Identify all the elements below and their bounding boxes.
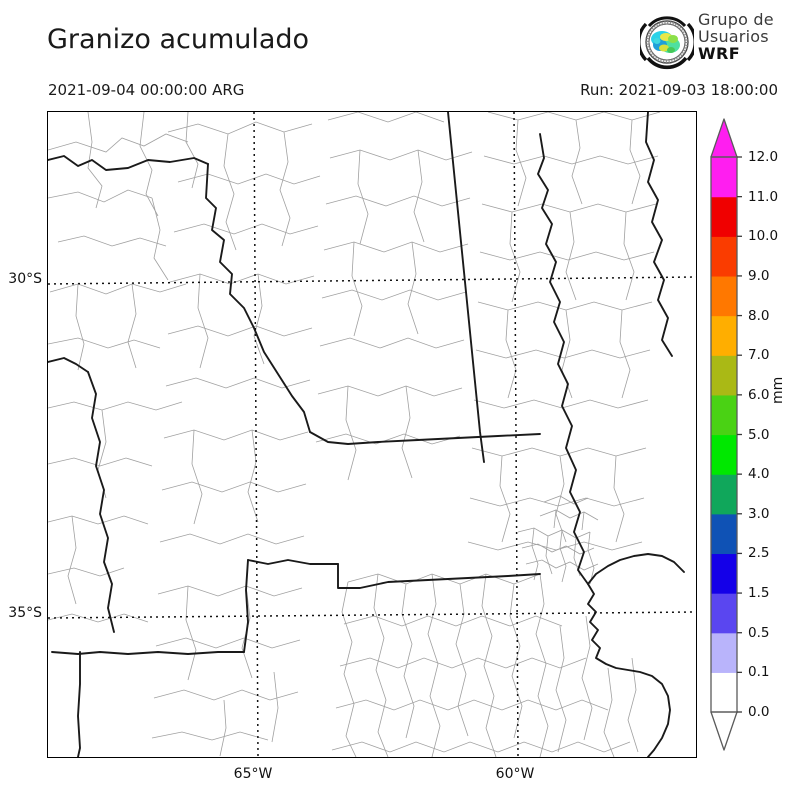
colorbar-tick-label: 2.5 xyxy=(748,545,770,562)
run-time-label: Run: 2021-09-03 18:00:00 xyxy=(580,81,778,99)
valid-time-label: 2021-09-04 00:00:00 ARG xyxy=(48,81,245,99)
colorbar-segment xyxy=(711,593,737,634)
page-title: Granizo acumulado xyxy=(47,24,310,55)
colorbar-ticks xyxy=(737,156,742,713)
lon-label-65W: 65°W xyxy=(233,766,273,782)
gridline-lat-30S xyxy=(48,276,696,285)
colorbar-tick-label: 8.0 xyxy=(748,307,770,324)
wrf-user-group-logo: Grupo de Usuarios WRF xyxy=(640,12,798,74)
logo-line-1: Grupo de xyxy=(698,10,774,29)
colorbar-tick-label: 9.0 xyxy=(748,267,770,284)
colorbar-segment xyxy=(711,196,737,237)
colorbar-tick-label: 6.0 xyxy=(748,386,770,403)
colorbar-segment xyxy=(711,275,737,317)
logo-line-2: Usuarios xyxy=(698,27,769,46)
colorbar-segment xyxy=(711,394,737,436)
colorbar-tick-label: 4.0 xyxy=(748,466,770,483)
colorbar-tick-label: 12.0 xyxy=(748,149,779,165)
colorbar-tick-label: 0.0 xyxy=(748,704,770,720)
province-boundaries xyxy=(48,112,685,757)
lat-label-35S: 35°S xyxy=(8,605,42,621)
colorbar-tick-label: 0.1 xyxy=(748,664,770,681)
colorbar-tick-label: 11.0 xyxy=(748,188,779,205)
colorbar-segment xyxy=(711,632,737,673)
colorbar-segment xyxy=(711,236,737,277)
colorbar-segment xyxy=(711,553,737,594)
colorbar-segment xyxy=(711,434,737,475)
gridline-lat-35S xyxy=(48,611,696,619)
map-plot-area[interactable] xyxy=(47,111,697,758)
colorbar-tick-label: 3.0 xyxy=(748,505,770,522)
colorbar-under-arrow xyxy=(710,711,738,751)
colorbar-segment xyxy=(711,315,737,356)
colorbar-graphic xyxy=(710,118,742,751)
lon-label-60W: 60°W xyxy=(495,766,535,782)
lat-label-30S: 30°S xyxy=(8,271,42,287)
colorbar-segment xyxy=(711,157,737,198)
globe-seal-icon xyxy=(640,16,694,70)
colorbar-segments xyxy=(711,157,737,713)
colorbar-tick-label: 10.0 xyxy=(748,228,779,245)
colorbar-unit-label: mm xyxy=(770,376,786,404)
colorbar-over-arrow xyxy=(710,118,738,158)
colorbar-tick-label: 5.0 xyxy=(748,426,770,443)
colorbar[interactable]: 0.0 0.1 0.5 1.5 2.5 3.0 4.0 5.0 6.0 7.0 8.0 9.0 10.0… xyxy=(708,111,778,758)
colorbar-tick-label: 0.5 xyxy=(748,624,770,641)
colorbar-segment xyxy=(711,474,737,515)
logo-text-block: Grupo de Usuarios WRF xyxy=(698,12,774,62)
colorbar-segment xyxy=(711,513,737,555)
logo-line-3: WRF xyxy=(698,44,741,63)
department-boundaries xyxy=(48,112,661,757)
colorbar-segment xyxy=(711,672,737,713)
colorbar-tick-label: 7.0 xyxy=(748,347,770,364)
map-vector-layers xyxy=(48,112,696,757)
graticule-gridlines xyxy=(48,112,696,757)
gridline-lon-65W xyxy=(253,112,259,757)
colorbar-tick-label: 1.5 xyxy=(748,585,770,602)
colorbar-segment xyxy=(711,355,737,396)
